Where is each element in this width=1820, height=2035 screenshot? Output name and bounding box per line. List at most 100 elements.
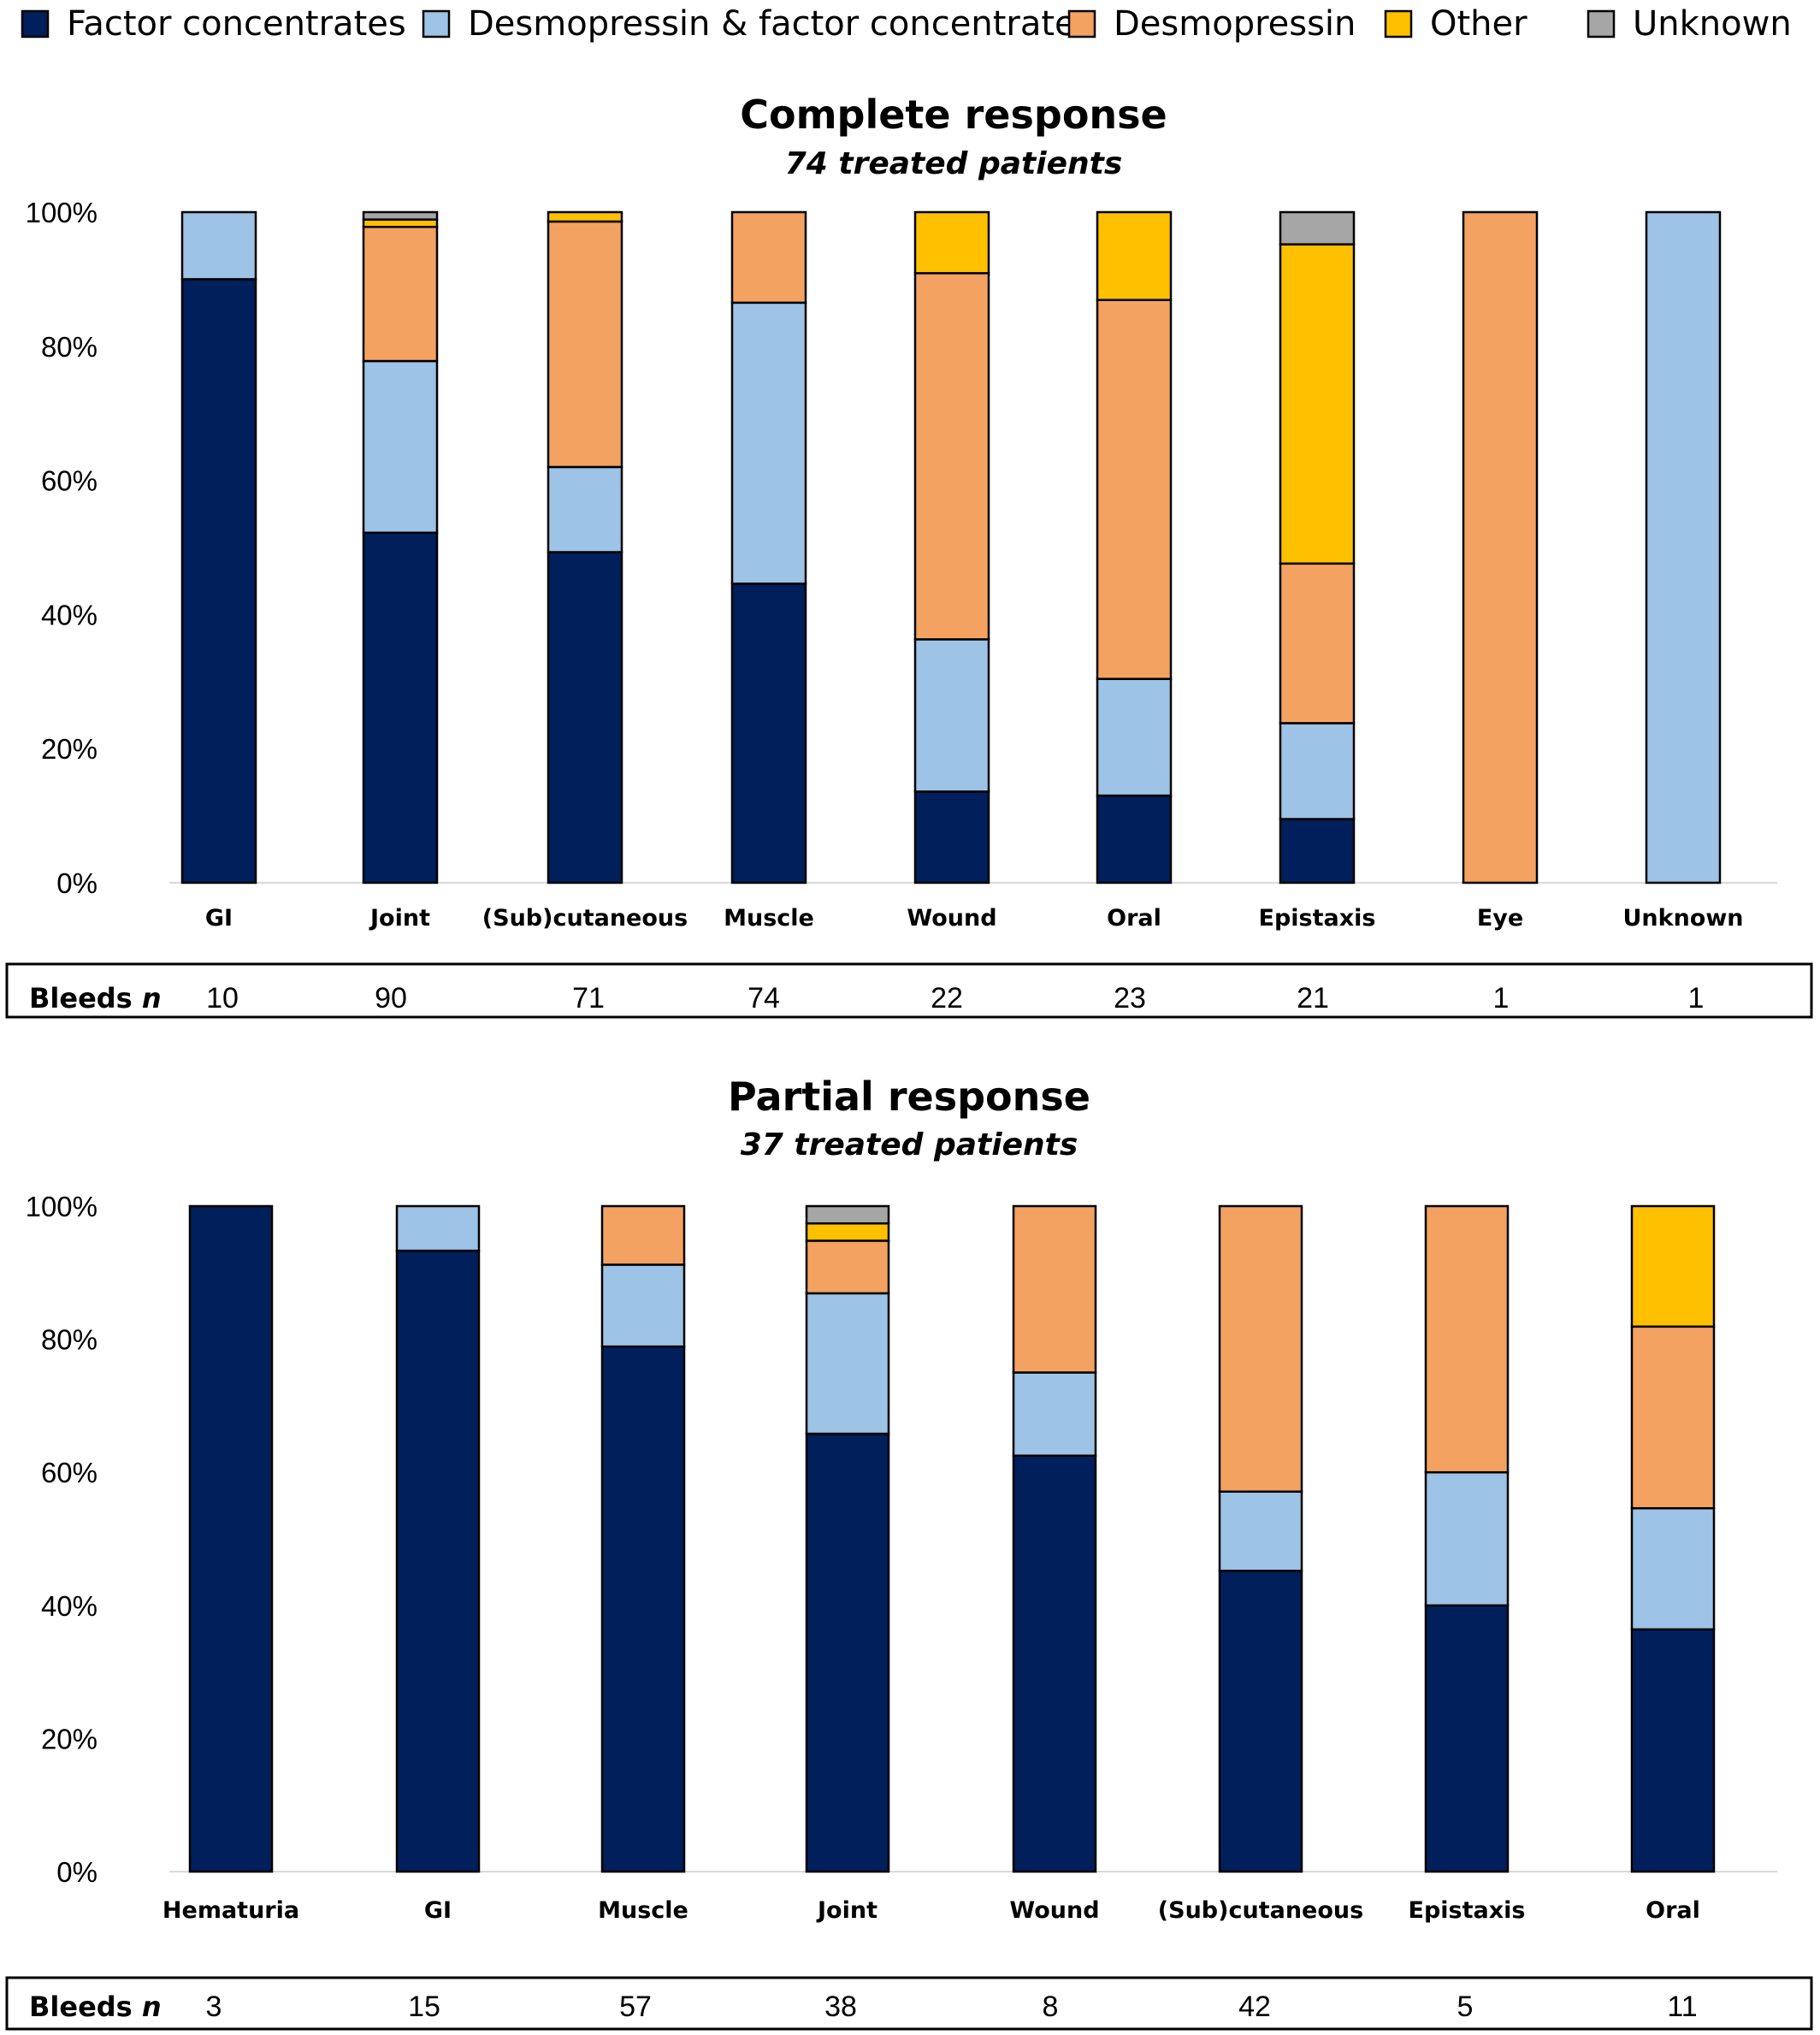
bar-segment-other xyxy=(1630,1204,1716,1328)
bar-segment-factor-concentrates xyxy=(730,583,807,884)
bar-segment-desmopressin-factor-concentrates xyxy=(1645,210,1722,884)
bar-segment-desmopressin xyxy=(1279,562,1356,725)
x-tick-label: Joint xyxy=(369,905,430,932)
bar-segment-desmopressin-factor-concentrates xyxy=(600,1263,686,1348)
bar-joint xyxy=(362,210,439,884)
bar-segment-desmopressin-factor-concentrates xyxy=(180,210,257,281)
chart-complete-response: Complete response 74 treated patients 0% 20… xyxy=(5,92,1813,1019)
legend: Factor concentrates Desmopressin & factor… xyxy=(21,4,1792,44)
bar-segment-desmopressin xyxy=(362,225,439,363)
legend-swatch-other xyxy=(1384,9,1413,38)
bleeds-value-eye: 1 xyxy=(1493,982,1510,1015)
chart-title: Complete response xyxy=(740,92,1167,138)
bleeds-label-n: n xyxy=(142,982,162,1015)
bleeds-value-gi: 10 xyxy=(206,982,239,1015)
legend-swatch-desmopressin xyxy=(1067,9,1096,38)
bleeds-value-joint: 90 xyxy=(375,982,407,1015)
legend-label-other: Other xyxy=(1430,4,1528,44)
x-tick-label: Oral xyxy=(1107,905,1161,932)
legend-label-desmopressin: Desmopressin xyxy=(1114,4,1356,44)
bar-gi xyxy=(395,1204,481,1873)
legend-swatch-desmopressin-factor-concentrates xyxy=(422,9,451,38)
bar-segment-other xyxy=(547,210,623,223)
y-tick-label: 40% xyxy=(41,599,98,630)
chart-subtitle: 37 treated patients xyxy=(741,1127,1078,1162)
bar-segment-factor-concentrates xyxy=(180,278,257,884)
bar-wound xyxy=(913,210,990,884)
bar-segment-desmopressin-factor-concentrates xyxy=(1279,722,1356,820)
bar-segment-factor-concentrates xyxy=(362,531,439,884)
bar-segment-other xyxy=(913,210,990,275)
y-tick-label: 80% xyxy=(41,331,98,363)
bar-segment-desmopressin xyxy=(730,210,807,305)
y-tick-label: 100% xyxy=(26,197,98,228)
bar-segment-desmopressin-factor-concentrates xyxy=(1630,1506,1716,1631)
bar-segment-desmopressin-factor-concentrates xyxy=(395,1204,481,1252)
bar-wound xyxy=(1012,1204,1097,1873)
bar-segment-desmopressin-factor-concentrates xyxy=(362,359,439,535)
bar-oral xyxy=(1096,210,1173,884)
bleeds-value-unknown: 1 xyxy=(1688,982,1705,1015)
x-tick-label: Unknown xyxy=(1622,905,1743,932)
bleeds-value-sub-cutaneous: 42 xyxy=(1238,1991,1271,2023)
x-tick-label: Joint xyxy=(816,1897,878,1924)
bleeds-value-wound: 8 xyxy=(1043,1991,1059,2023)
bar-unknown xyxy=(1645,210,1722,884)
y-tick-label: 40% xyxy=(41,1590,98,1622)
bar-segment-desmopressin-factor-concentrates xyxy=(805,1292,890,1435)
bar-muscle xyxy=(600,1204,686,1873)
bar-segment-desmopressin-factor-concentrates xyxy=(547,465,623,553)
bar-segment-factor-concentrates xyxy=(1012,1454,1097,1873)
bar-segment-desmopressin xyxy=(1424,1204,1510,1474)
bar-segment-desmopressin xyxy=(1096,299,1173,680)
x-tick-label: GI xyxy=(205,905,233,932)
bar-segment-desmopressin-factor-concentrates xyxy=(1096,677,1173,797)
legend-label-factor-concentrates: Factor concentrates xyxy=(67,4,406,44)
bar-segment-desmopressin xyxy=(805,1239,890,1295)
bleeds-table: Bleeds n 3 15 57 38 8 42 5 11 xyxy=(5,1976,1813,2031)
legend-label-desmopressin-factor-concentrates: Desmopressin & factor concentrates xyxy=(468,4,1093,44)
bar-segment-unknown xyxy=(1279,210,1356,246)
x-tick-label: Wound xyxy=(1009,1897,1099,1924)
bar-segment-factor-concentrates xyxy=(395,1249,481,1873)
bleeds-table: Bleeds n 10 90 71 74 22 23 21 1 1 xyxy=(5,962,1813,1019)
y-tick-label: 20% xyxy=(41,733,98,765)
bar-segment-desmopressin-factor-concentrates xyxy=(1424,1470,1510,1607)
y-tick-label: 0% xyxy=(56,867,98,899)
x-tick-label: Eye xyxy=(1477,905,1523,932)
bleeds-table-border xyxy=(5,962,1813,1019)
x-tick-label: Epistaxis xyxy=(1409,1897,1526,1924)
bar-segment-other xyxy=(805,1222,890,1242)
bar-segment-factor-concentrates xyxy=(1279,818,1356,884)
bar-segment-desmopressin xyxy=(1012,1204,1097,1374)
bar-epistaxis xyxy=(1424,1204,1510,1873)
bar-segment-factor-concentrates xyxy=(805,1432,890,1873)
bar-segment-desmopressin-factor-concentrates xyxy=(1218,1490,1303,1572)
x-tick-label: Muscle xyxy=(598,1897,688,1924)
bar-segment-desmopressin xyxy=(1218,1204,1303,1494)
bar-segment-other xyxy=(362,218,439,228)
legend-item-other: Other xyxy=(1384,4,1528,44)
y-tick-label: 20% xyxy=(41,1723,98,1754)
legend-item-unknown: Unknown xyxy=(1587,4,1792,44)
bar-hematuria xyxy=(188,1204,274,1873)
bar-segment-desmopressin xyxy=(600,1204,686,1266)
bleeds-value-oral: 11 xyxy=(1667,1991,1697,2023)
x-tick-label: Wound xyxy=(907,905,996,932)
bleeds-label-text: Bleeds xyxy=(29,982,133,1015)
bar-segment-factor-concentrates xyxy=(1096,794,1173,884)
bar-segment-desmopressin-factor-concentrates xyxy=(1012,1371,1097,1457)
bar-segment-desmopressin xyxy=(913,272,990,641)
legend-swatch-unknown xyxy=(1587,9,1616,38)
x-tick-label: Muscle xyxy=(724,905,814,932)
bar-gi xyxy=(180,210,257,884)
bleeds-value-muscle: 74 xyxy=(748,982,780,1015)
bar-segment-other xyxy=(1096,210,1173,301)
bar-segment-factor-concentrates xyxy=(547,551,623,884)
bar-segment-factor-concentrates xyxy=(1218,1570,1303,1873)
bar-segment-desmopressin xyxy=(547,220,623,469)
x-tick-label: Hematuria xyxy=(162,1897,299,1924)
bar-sub-cutaneous xyxy=(547,210,623,884)
bar-segment-desmopressin xyxy=(1630,1325,1716,1510)
bar-oral xyxy=(1630,1204,1716,1873)
